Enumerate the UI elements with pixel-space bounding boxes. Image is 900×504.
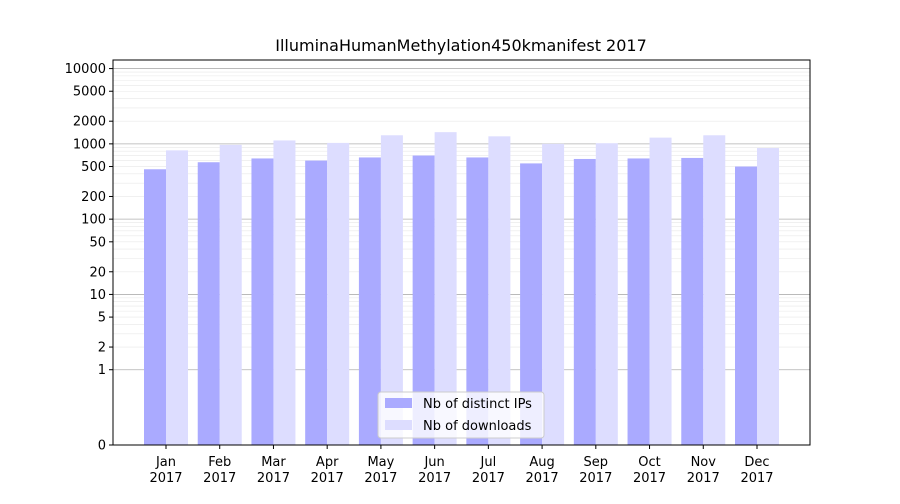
x-tick-label-year: 2017 [418, 471, 451, 486]
x-tick-label-year: 2017 [579, 471, 612, 486]
y-axis: 0 1 2 5 10 20 50 100 200 500 1000 2000 5000 10000 [65, 62, 113, 454]
legend: Nb of distinct IPs Nb of downloads [377, 391, 545, 439]
legend-label-distinct-ips: Nb of distinct IPs [423, 397, 532, 412]
x-tick-label-month: Dec [744, 455, 769, 470]
x-tick-label-year: 2017 [687, 471, 720, 486]
x-tick-label-month: Mar [261, 455, 286, 470]
bar-distinct-ips [627, 158, 650, 445]
bar-downloads [219, 144, 242, 445]
bar-downloads [166, 150, 188, 445]
y-tick-label: 2000 [73, 115, 106, 130]
x-tick-label-month: Feb [208, 455, 231, 470]
y-tick-label: 10000 [65, 62, 106, 77]
legend-frame [377, 391, 545, 439]
x-tick-label-month: Apr [316, 455, 339, 470]
x-tick-label-year: 2017 [740, 471, 773, 486]
legend-label-downloads: Nb of downloads [423, 419, 532, 434]
y-tick-label: 100 [81, 213, 106, 228]
x-tick-label-year: 2017 [526, 471, 559, 486]
bar-distinct-ips [144, 169, 166, 445]
x-tick-label-year: 2017 [364, 471, 397, 486]
y-tick-label: 50 [89, 235, 106, 250]
y-tick-label: 500 [81, 160, 106, 175]
x-tick-label-month: Oct [638, 455, 660, 470]
y-tick-label: 1 [98, 363, 106, 378]
y-tick-label: 5 [98, 311, 106, 326]
x-tick-label-month: Jun [423, 455, 444, 470]
y-tick-label: 200 [81, 190, 106, 205]
y-tick-label: 0 [98, 439, 106, 454]
bar-distinct-ips [466, 157, 489, 445]
bar-downloads [380, 135, 403, 445]
y-tick-label: 10 [89, 288, 106, 303]
x-tick-label-year: 2017 [149, 471, 182, 486]
x-tick-label-month: May [367, 455, 394, 470]
x-tick-label-month: Jan [155, 455, 176, 470]
bar-distinct-ips [305, 160, 328, 445]
bar-distinct-ips [735, 166, 757, 445]
x-tick-label-month: Nov [691, 455, 717, 470]
x-tick-label-month: Sep [584, 455, 609, 470]
x-tick-label-year: 2017 [311, 471, 344, 486]
bar-downloads [542, 143, 565, 445]
x-tick-label-year: 2017 [633, 471, 666, 486]
bar-downloads [273, 140, 296, 445]
legend-swatch-downloads [385, 420, 412, 430]
bar-downloads [595, 143, 618, 445]
y-tick-label: 1000 [73, 137, 106, 152]
bar-distinct-ips [412, 155, 435, 445]
x-tick-label-year: 2017 [257, 471, 290, 486]
x-tick-label-month: Aug [529, 455, 554, 470]
y-tick-label: 5000 [73, 85, 106, 100]
y-tick-label: 2 [98, 341, 106, 356]
x-tick-label-year: 2017 [203, 471, 236, 486]
bar-downloads [649, 137, 672, 446]
bar-downloads [434, 132, 457, 445]
y-tick-label: 20 [89, 265, 106, 280]
bar-distinct-ips [681, 157, 704, 446]
bar-downloads [488, 136, 511, 445]
x-tick-label-year: 2017 [472, 471, 505, 486]
bar-downloads [327, 142, 350, 445]
legend-swatch-distinct-ips [385, 398, 412, 408]
bar-distinct-ips [573, 158, 596, 445]
bar-distinct-ips [520, 163, 543, 445]
chart-title: IlluminaHumanMethylation450kmanifest 201… [275, 36, 647, 55]
x-axis: Jan2017Feb2017Mar2017Apr2017May2017Jun20… [149, 445, 774, 486]
x-tick-label-month: Jul [480, 455, 497, 470]
bar-distinct-ips [358, 157, 381, 445]
bar-distinct-ips [251, 158, 274, 445]
plot-frame [112, 59, 811, 446]
bar-downloads [703, 135, 726, 445]
bar-downloads [757, 148, 779, 445]
bar-distinct-ips [197, 162, 220, 445]
bars [144, 132, 779, 446]
